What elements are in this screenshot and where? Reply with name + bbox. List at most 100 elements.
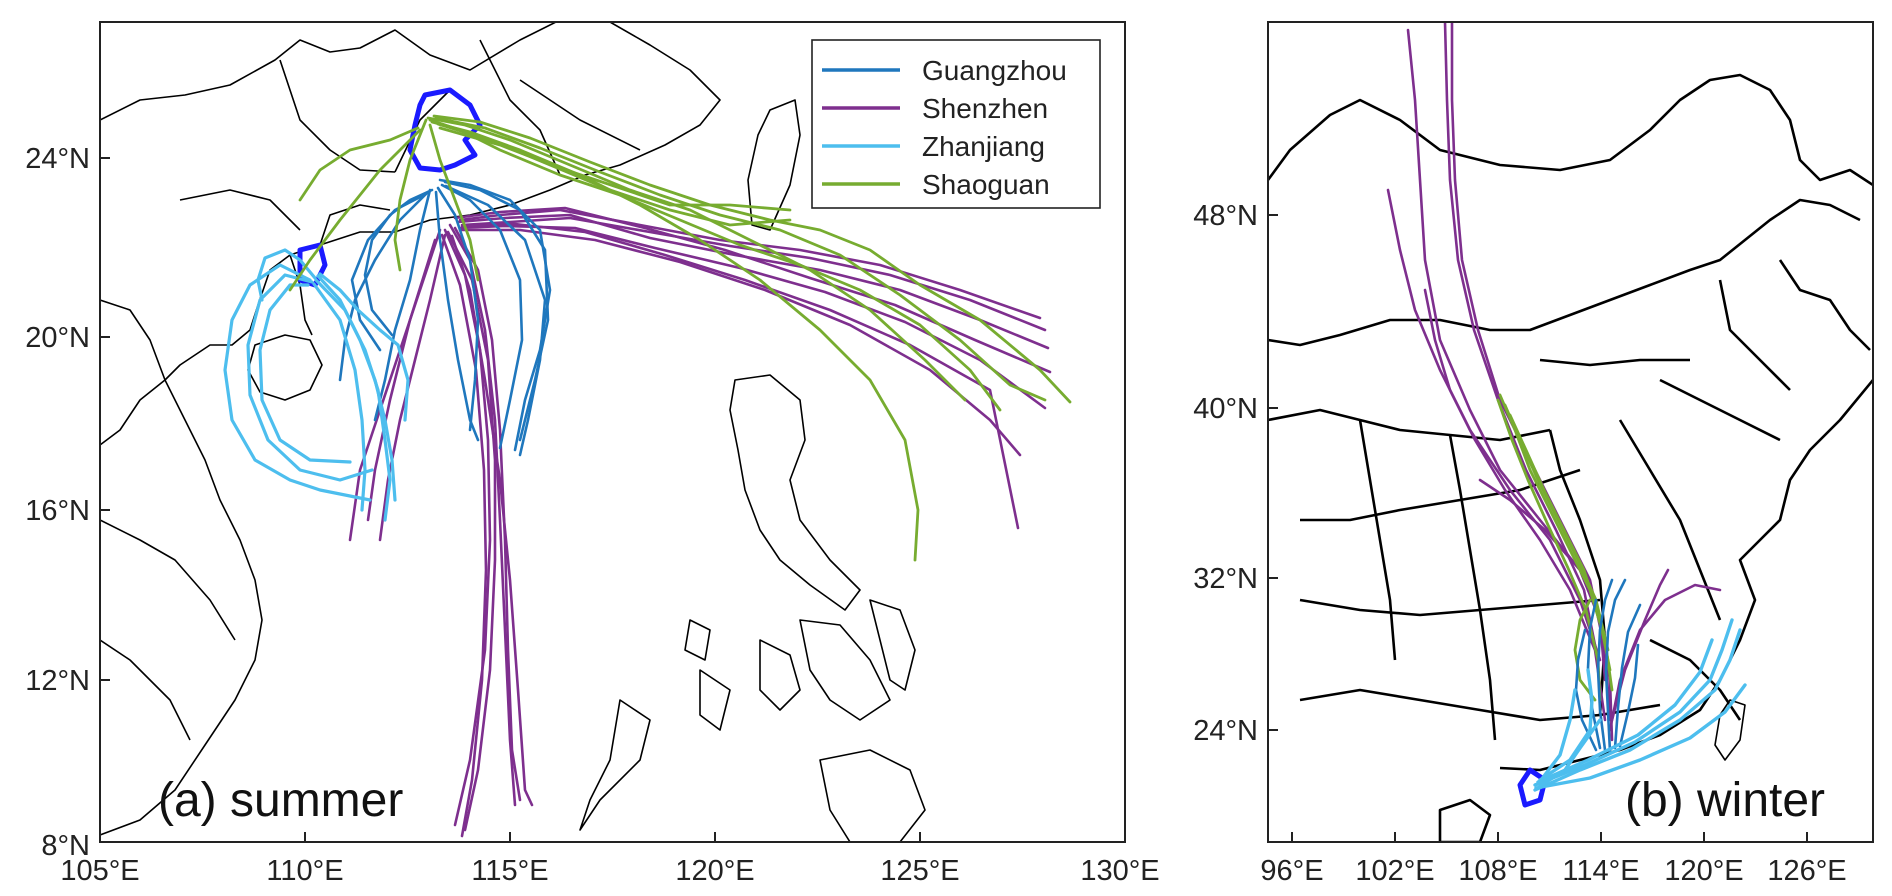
winter-xtick-label: 96°E [1260,855,1323,887]
winter-guangzhou-trajectories [1574,578,1642,754]
traj [434,190,480,442]
traj [436,122,792,227]
traj [1536,638,1714,784]
traj [1596,578,1614,752]
traj [1406,28,1614,742]
traj [1533,628,1742,792]
traj [438,126,792,212]
traj [258,283,352,464]
winter-ytick-label: 48°N [1193,200,1258,232]
summer-x-axis [99,832,1126,842]
traj [1496,398,1602,702]
traj [1586,598,1602,750]
leizhou-peninsula [289,254,313,336]
traj [363,188,434,337]
traj [393,118,428,272]
traj [458,228,1022,457]
traj [1613,603,1642,750]
traj [314,278,392,522]
traj [443,228,492,827]
traj [1508,413,1612,672]
china-province-borders [179,39,641,246]
summer-guangzhou-trajectories [338,178,552,457]
summer-zhanjiang-trajectories [223,248,410,522]
traj [288,128,422,292]
traj [428,123,480,282]
summer-xtick-label: 115°E [471,855,548,887]
traj [312,282,367,512]
winter-china-north-border [1268,198,1861,347]
legend-label-shaoguan: Shaoguan [922,169,1050,200]
winter-panel-label: (b) winter [1625,774,1825,827]
winter-y-axis [1268,214,1278,731]
summer-shenzhen-trajectories [348,206,1052,838]
summer-ytick-label: 24°N [25,143,90,175]
winter-shenzhen-trajectories [1386,22,1722,742]
winter-x-axis [1291,832,1808,842]
vietnam-coast [100,379,263,836]
winter-ytick-label: 32°N [1193,563,1258,595]
winter-taiwan [1714,699,1746,761]
winter-ytick-label: 40°N [1193,393,1258,425]
traj [318,272,410,422]
winter-ytick-label: 24°N [1193,715,1258,747]
winter-xtick-label: 126°E [1767,855,1846,887]
summer-basemap [100,22,1072,842]
traj [223,263,372,502]
summer-xtick-label: 105°E [60,855,139,887]
winter-xtick-label: 102°E [1355,855,1434,887]
winter-hainan [1438,798,1492,842]
traj [1618,643,1640,748]
summer-y-axis [100,157,110,843]
luzon-island [729,374,861,611]
traj [1423,288,1607,722]
winter-mongolia-border [1268,73,1873,187]
winter-province-borders [1268,279,1791,741]
winter-bohai-coast [1778,259,1871,351]
summer-ytick-label: 20°N [25,322,90,354]
winter-xtick-label: 114°E [1562,855,1639,887]
mindoro-palawan [579,619,711,831]
traj [440,233,488,838]
legend-box [811,39,1101,209]
traj [1536,688,1577,786]
winter-xtick-label: 120°E [1664,855,1743,887]
traj [1538,718,1602,788]
taiwan-island [747,99,801,231]
summer-xtick-label: 110°E [266,855,343,887]
winter-xtick-label: 108°E [1458,855,1537,887]
summer-xtick-label: 120°E [675,855,754,887]
panel-winter: 96°E 102°E 108°E 114°E 120°E 126°E 24°N … [1193,21,1874,887]
summer-ytick-label: 16°N [25,495,90,527]
traj [430,120,920,562]
traj [450,234,534,807]
traj [246,273,374,482]
panel-summer: 105°E 110°E 115°E 120°E 125°E 130°E 8°N … [25,21,1160,887]
traj [436,186,480,432]
traj [1608,583,1722,732]
traj [448,223,517,807]
summer-map-frame [99,21,1126,843]
legend: Guangzhou Shenzhen Zhanjiang Shaoguan [811,39,1101,209]
traj [256,248,317,302]
traj [453,226,522,802]
traj [298,126,420,202]
hainan-island [247,334,323,401]
summer-panel-label: (a) summer [158,774,403,827]
traj [428,118,1002,412]
legend-label-shenzhen: Shenzhen [922,93,1048,124]
traj [1538,668,1594,782]
indochina-borders [100,299,236,741]
traj [1534,683,1747,790]
traj [426,116,967,402]
traj [458,208,1042,320]
traj [373,188,432,422]
traj [1604,578,1627,754]
summer-xtick-label: 130°E [1080,855,1159,887]
summer-shaoguan-trajectories [288,114,1072,562]
traj [440,183,524,450]
traj [444,184,547,457]
winter-basemap [1268,22,1873,842]
winter-zhanjiang-trajectories [1533,618,1747,792]
